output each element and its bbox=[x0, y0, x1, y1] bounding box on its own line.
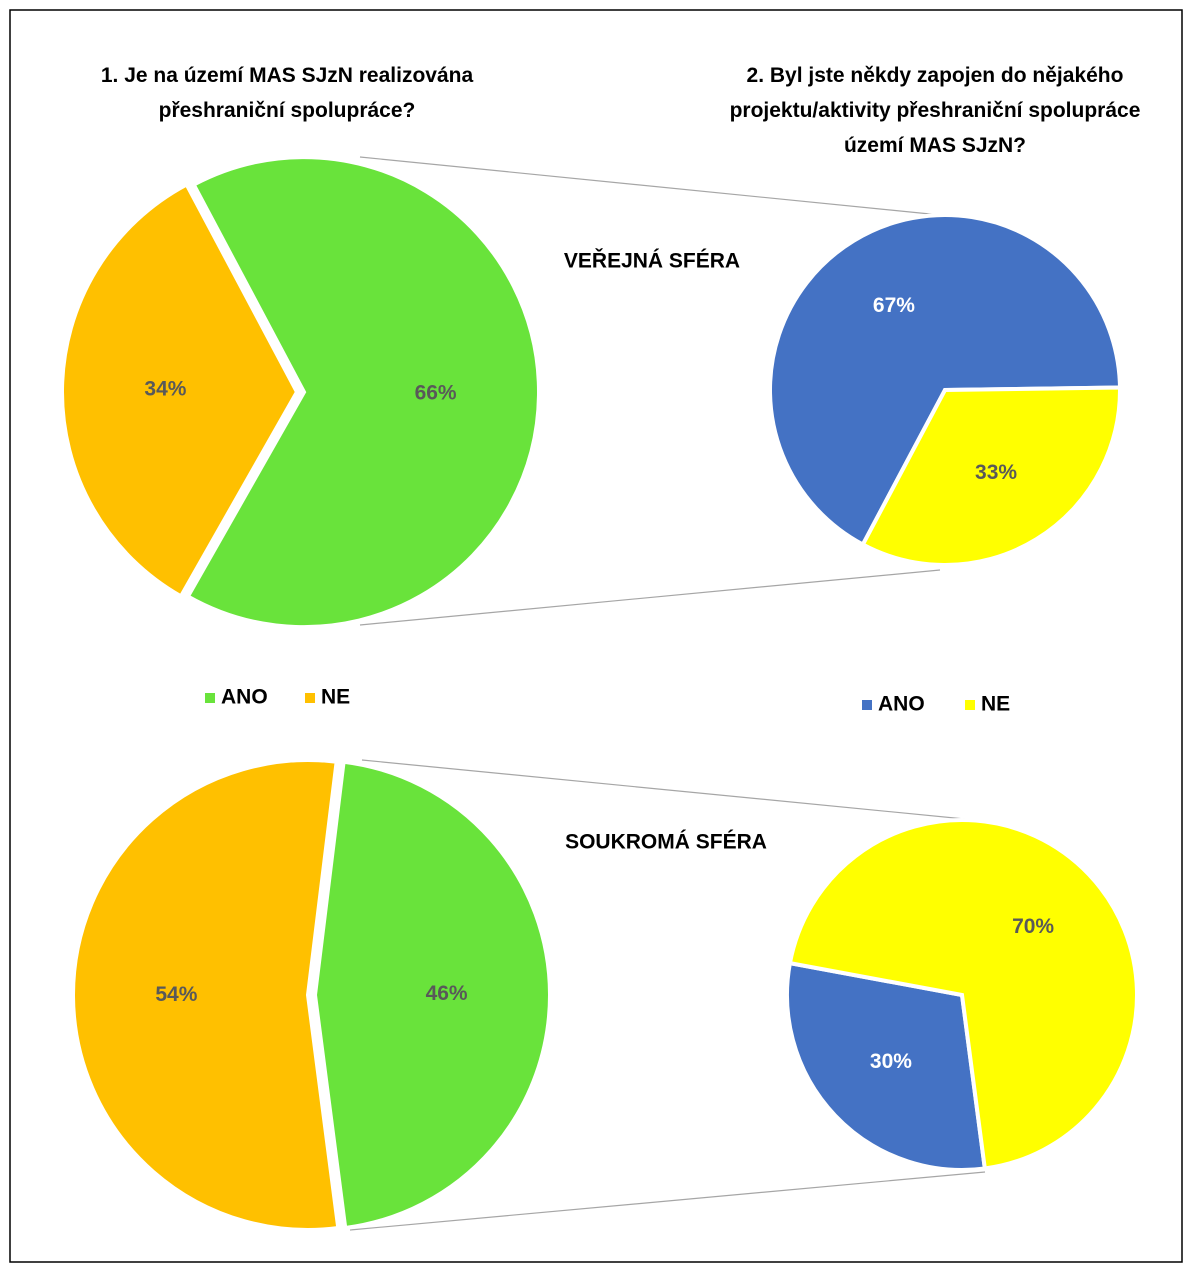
data-label: 46% bbox=[426, 982, 468, 1005]
section-label: SOUKROMÁ SFÉRA bbox=[565, 831, 767, 854]
data-label: 54% bbox=[155, 983, 197, 1006]
data-label: 30% bbox=[870, 1050, 912, 1073]
frame bbox=[9, 9, 1183, 1263]
connector bbox=[349, 1171, 986, 1231]
pie-slice bbox=[185, 155, 541, 630]
data-label: 34% bbox=[144, 378, 186, 401]
title: 2. Byl jste někdy zapojen do nějakého pr… bbox=[729, 64, 1141, 157]
legend-swatch bbox=[205, 693, 215, 703]
pie-slice bbox=[787, 818, 1139, 1171]
connector bbox=[359, 156, 941, 216]
pie-slice bbox=[312, 759, 553, 1231]
connector bbox=[361, 759, 976, 821]
data-label: 33% bbox=[975, 461, 1017, 484]
data-label: 67% bbox=[873, 294, 915, 317]
legend-label: NE bbox=[981, 693, 1010, 716]
legend-swatch bbox=[862, 700, 872, 710]
legend-swatch bbox=[305, 693, 315, 703]
pie-slice bbox=[71, 758, 341, 1232]
pie-slice bbox=[785, 960, 988, 1172]
legend-label: NE bbox=[321, 686, 350, 709]
data-label: 70% bbox=[1012, 915, 1054, 938]
connectors bbox=[349, 156, 986, 1231]
pie-slice bbox=[768, 213, 1123, 548]
legend-label: ANO bbox=[221, 686, 268, 709]
title: 1. Je na území MAS SJzN realizována přes… bbox=[100, 64, 474, 122]
legend-swatch bbox=[965, 700, 975, 710]
connector bbox=[359, 569, 941, 626]
pie-slice bbox=[60, 181, 300, 600]
section-label: VEŘEJNÁ SFÉRA bbox=[564, 249, 740, 273]
legend-label: ANO bbox=[878, 693, 925, 716]
data-label: 66% bbox=[415, 381, 457, 404]
pie-slice bbox=[860, 385, 1122, 567]
